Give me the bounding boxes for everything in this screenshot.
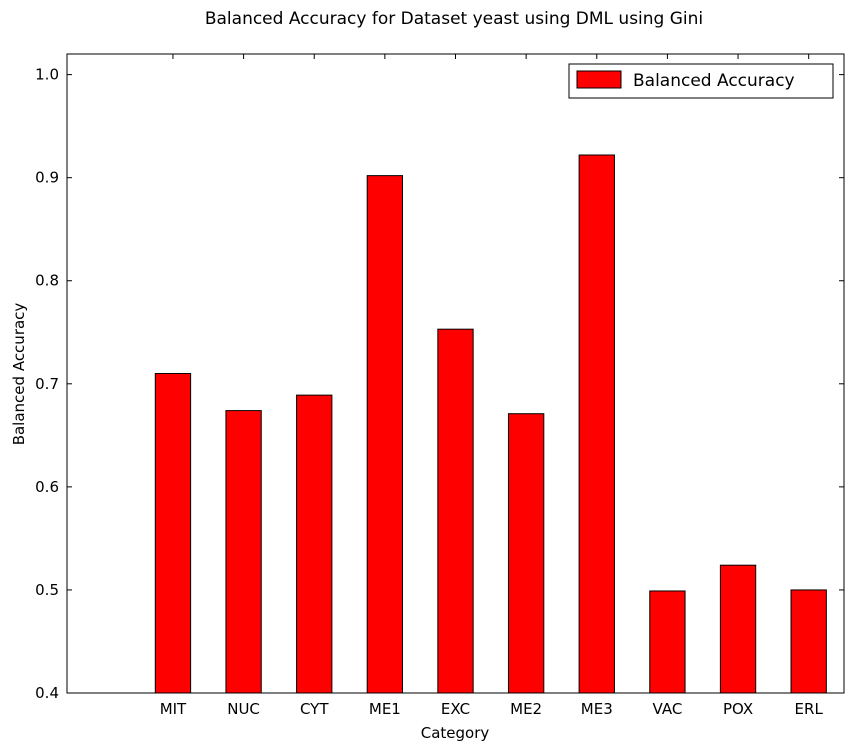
x-tick-label: ERL [795,700,824,718]
chart-title: Balanced Accuracy for Dataset yeast usin… [205,9,703,29]
bar-me2 [507,413,545,694]
bar-mit [154,373,192,694]
legend-swatch [576,70,622,89]
x-tick-label: ME3 [581,700,613,718]
y-tick-label: 0.6 [35,478,59,496]
y-tick-label: 0.9 [35,169,59,187]
bar-me1 [366,175,404,694]
bar-exc [437,328,474,694]
bar-pox [719,564,757,694]
y-tick-label: 0.7 [35,375,59,393]
y-axis-label: Balanced Accuracy [10,303,28,446]
plot-area-frame [66,53,845,694]
x-tick-label: POX [723,700,753,718]
x-tick-label: CYT [300,700,329,718]
y-tick-label: 1.0 [35,66,59,84]
y-tick-label: 0.5 [35,581,59,599]
x-tick-label: ME1 [369,700,401,718]
x-axis-label: Category [421,724,490,742]
x-tick-label: VAC [653,700,683,718]
bar-nuc [225,410,262,694]
y-tick-label: 0.4 [35,684,59,702]
legend-frame [568,63,834,99]
bar-me3 [578,154,615,694]
bar-erl [790,589,827,694]
bar-vac [649,590,686,694]
legend-label: Balanced Accuracy [633,71,795,91]
x-tick-label: EXC [441,700,470,718]
legend: Balanced Accuracy [568,63,834,99]
x-tick-label: MIT [160,700,187,718]
x-tick-label: ME2 [510,700,542,718]
bar-cyt [296,394,333,694]
y-tick-label: 0.8 [35,272,59,290]
x-tick-label: NUC [227,700,260,718]
